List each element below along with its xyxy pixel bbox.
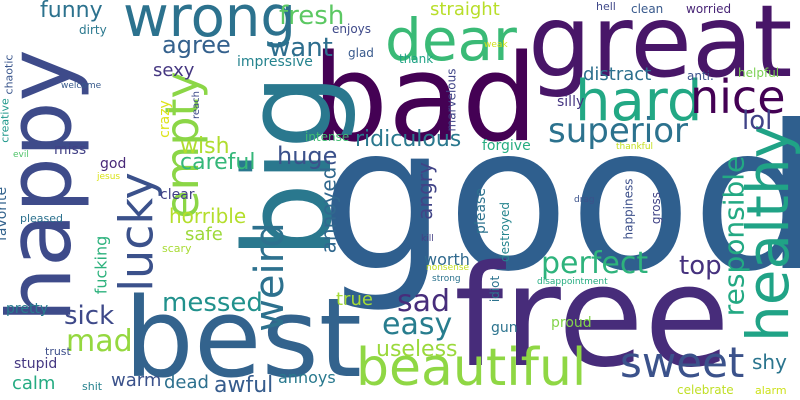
- word-ridiculous: ridiculous: [355, 127, 462, 152]
- word-weak: weak: [484, 40, 508, 50]
- word-jesus: jesus: [97, 172, 121, 182]
- word-safe: safe: [185, 224, 223, 245]
- word-reach: reach: [191, 90, 203, 120]
- word-angry: angry: [412, 162, 437, 220]
- word-easy: easy: [382, 307, 453, 342]
- word-kill: kill: [421, 234, 434, 244]
- word-annoys: annoys: [278, 368, 336, 387]
- word-awful: awful: [214, 373, 274, 398]
- word-pleased: pleased: [20, 212, 64, 225]
- word-fresh: fresh: [279, 1, 345, 31]
- word-thank: thank: [399, 52, 434, 66]
- word-creative: creative: [0, 98, 12, 143]
- word-miss: miss: [54, 142, 87, 158]
- word-want: want: [269, 33, 333, 63]
- word-impressive: impressive: [237, 54, 313, 70]
- word-annoyed: annoyed: [316, 166, 341, 254]
- word-sad: sad: [397, 284, 451, 319]
- word-marvelous: marvelous: [444, 68, 459, 132]
- word-evil: evil: [13, 150, 29, 160]
- word-clean: clean: [631, 2, 664, 16]
- word-worth: worth: [424, 250, 470, 269]
- word-perfect: perfect: [541, 246, 649, 281]
- word-top: top: [679, 251, 722, 281]
- word-useless: useless: [376, 337, 458, 362]
- word-funny: funny: [40, 0, 103, 23]
- word-worried: worried: [686, 2, 732, 16]
- word-distract: distract: [583, 64, 652, 85]
- word-welcome: welcome: [61, 81, 102, 91]
- word-wrong: wrong: [123, 0, 296, 50]
- word-fucking: fucking: [91, 235, 111, 295]
- word-trust: trust: [45, 345, 71, 358]
- word-responsible: responsible: [717, 155, 751, 317]
- word-lol: lol: [742, 106, 773, 136]
- word-chaotic: chaotic: [2, 54, 16, 95]
- word-great: great: [528, 0, 793, 100]
- word-bad: bad: [312, 30, 538, 169]
- word-clear: clear: [160, 187, 195, 203]
- word-beautiful: beautiful: [356, 338, 587, 398]
- word-glad: glad: [348, 46, 374, 60]
- word-anti: anti.: [687, 69, 714, 83]
- word-forgive: forgive: [482, 138, 531, 154]
- word-nice: nice: [690, 70, 786, 124]
- word-thankful: thankful: [616, 142, 654, 152]
- word-horrible: horrible: [169, 204, 247, 228]
- word-sweet: sweet: [620, 338, 745, 387]
- word-crazy: crazy: [156, 100, 173, 138]
- word-scary: scary: [162, 242, 192, 255]
- word-dirty: dirty: [79, 23, 107, 37]
- word-strong: strong: [432, 274, 461, 284]
- word-gross: gross: [649, 191, 664, 225]
- word-favorite: favorite: [0, 186, 11, 242]
- word-intense: intense: [305, 130, 350, 144]
- word-best: best: [124, 274, 362, 400]
- word-dear: dear: [385, 6, 517, 74]
- word-nonsense: nonsense: [426, 263, 470, 273]
- word-lucky: lucky: [109, 172, 164, 292]
- word-disappointment: disappointment: [537, 277, 608, 287]
- word-god: god: [100, 156, 127, 172]
- word-calm: calm: [12, 373, 56, 394]
- word-happiness: happiness: [621, 178, 636, 240]
- word-enjoys: enjoys: [332, 22, 372, 36]
- word-straight: straight: [430, 0, 500, 20]
- word-good: good: [320, 83, 800, 316]
- word-careful: careful: [180, 150, 256, 175]
- word-hell: hell: [596, 0, 616, 13]
- word-agree: agree: [162, 31, 231, 59]
- word-please: please: [472, 188, 489, 234]
- word-mad: mad: [66, 324, 133, 359]
- word-stupid: stupid: [14, 356, 58, 372]
- word-alarm: alarm: [755, 384, 787, 397]
- word-drag: drag: [574, 195, 595, 205]
- word-messed: messed: [162, 288, 263, 318]
- word-idiot: idiot: [488, 275, 503, 303]
- word-shit: shit: [82, 380, 103, 393]
- word-celebrate: celebrate: [677, 383, 734, 397]
- word-dead: dead: [164, 372, 209, 393]
- word-warm: warm: [111, 370, 162, 391]
- word-free: free: [454, 236, 731, 399]
- word-proud: proud: [551, 315, 592, 331]
- word-silly: silly: [557, 94, 585, 110]
- word-sick: sick: [64, 301, 115, 331]
- word-true: true: [336, 289, 373, 310]
- word-destroyed: destroyed: [498, 201, 513, 263]
- word-sexy: sexy: [153, 60, 195, 81]
- word-huge: huge: [277, 142, 338, 170]
- word-helpful: helpful: [738, 66, 780, 80]
- word-superior: superior: [548, 111, 688, 151]
- word-wish: wish: [180, 134, 230, 159]
- word-shy: shy: [752, 350, 787, 374]
- word-gun: gun: [491, 320, 518, 336]
- word-pretty: pretty: [6, 301, 49, 317]
- word-hard: hard: [575, 69, 703, 134]
